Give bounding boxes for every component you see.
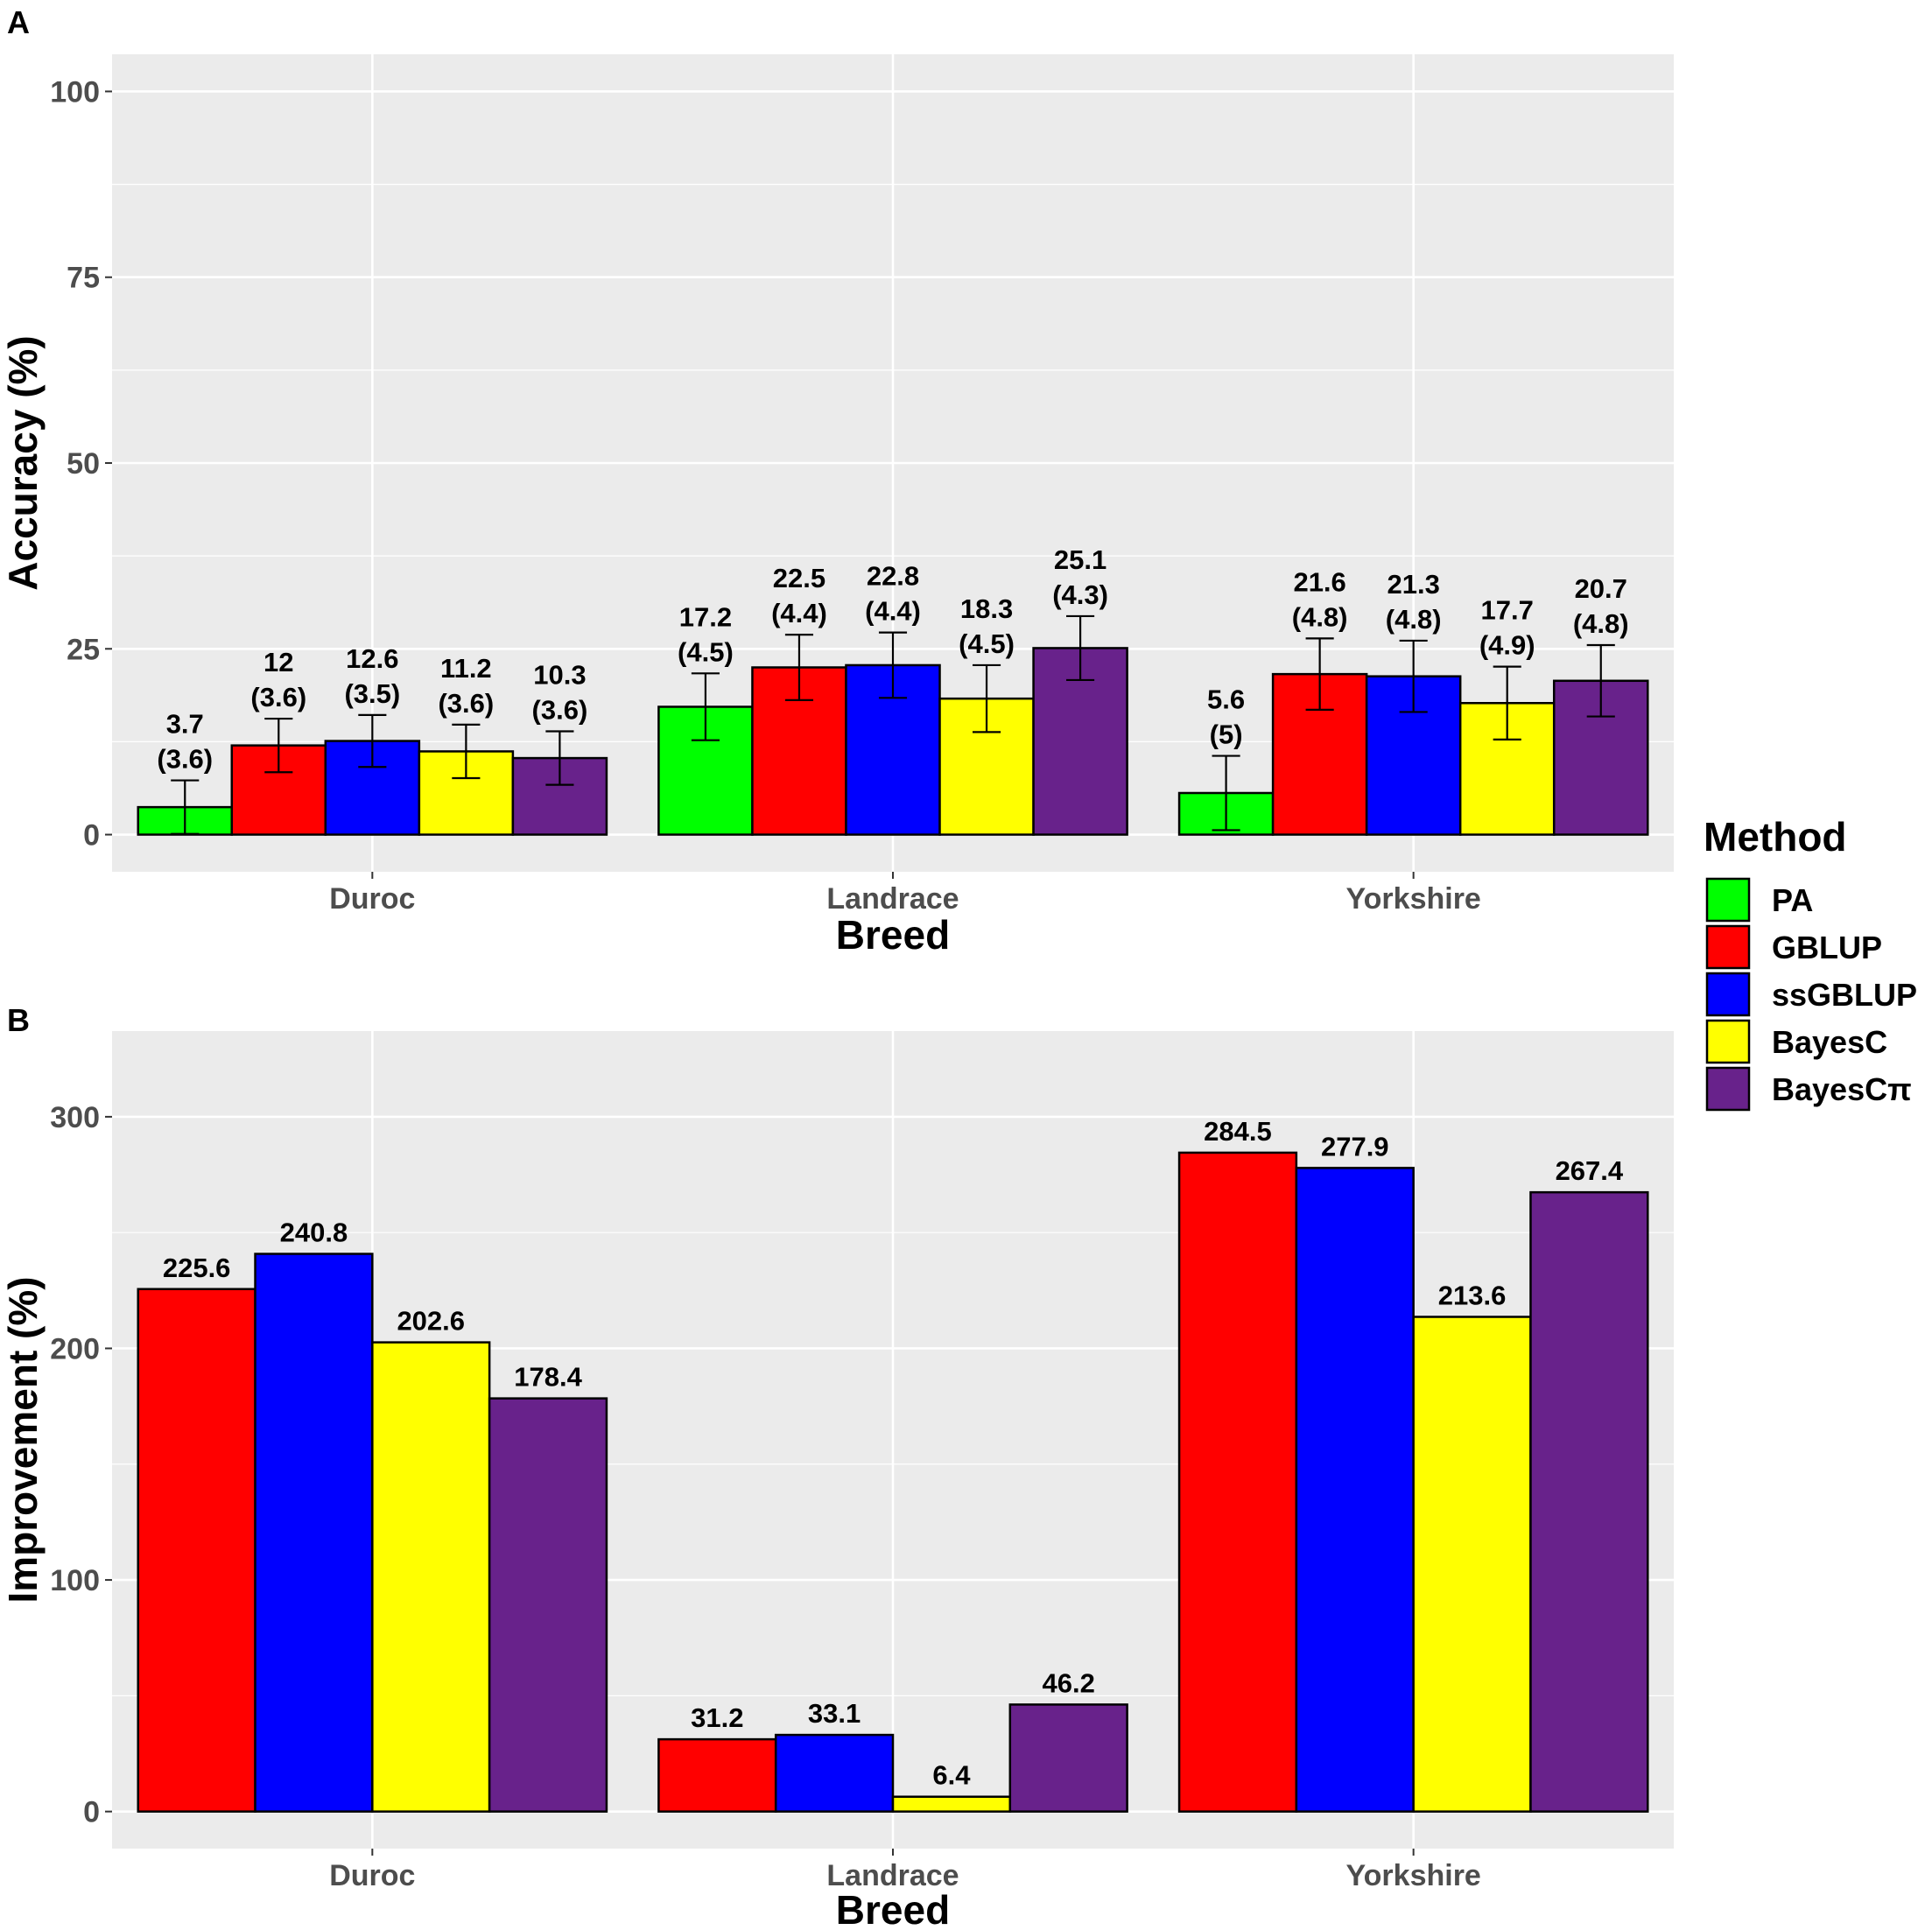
y-tick-label: 200: [50, 1332, 100, 1365]
panel-a-letter: A: [7, 4, 30, 40]
bar-value-label: 213.6: [1438, 1281, 1507, 1311]
legend-label: GBLUP: [1772, 930, 1882, 965]
bar-value-label: (4.9): [1479, 630, 1535, 661]
y-tick-label: 100: [50, 1564, 100, 1597]
bar: [488, 1397, 608, 1813]
bar-value-label: (4.4): [771, 598, 827, 628]
bar-value-label: 22.8: [867, 561, 919, 592]
bar-value-label: 6.4: [932, 1760, 971, 1791]
bar-value-label: 12: [263, 647, 293, 677]
legend-label: ssGBLUP: [1772, 977, 1917, 1013]
bar-value-label: 277.9: [1321, 1131, 1389, 1162]
bar-value-label: 21.3: [1387, 569, 1439, 600]
legend-items: PA GBLUP ssGBLUP BayesC BayesCπ: [1705, 877, 1917, 1112]
panel-a-accuracy-chart: A 3.7 (3.6) 12 (3.6) 12.6 (3.5) 11.2 (3.6) 10.3 (…: [0, 4, 1674, 958]
panel-a-bars: 3.7 (3.6) 12 (3.6) 12.6 (3.5) 11.2 (3.6) 10.3 (3.…: [137, 544, 1649, 836]
bar-value-label: (4.8): [1292, 601, 1348, 632]
x-tick-label: Landrace: [826, 1859, 959, 1892]
panel-a-x-axis: Duroc Landrace Yorkshire: [329, 872, 1481, 916]
bar-value-label: 202.6: [397, 1306, 465, 1337]
panel-a-y-axis: 0 25 50 75 100: [50, 75, 112, 853]
y-tick-label: 75: [67, 262, 100, 295]
y-tick-label: 25: [67, 633, 100, 666]
bar-value-label: 22.5: [773, 563, 825, 593]
bar-value-label: (4.4): [865, 596, 921, 627]
bar-value-label: 267.4: [1556, 1155, 1624, 1186]
bar: [657, 1737, 777, 1813]
bar-value-label: 17.7: [1481, 595, 1534, 626]
bar-value-label: (5): [1210, 719, 1243, 750]
bar-value-label: 225.6: [163, 1253, 231, 1283]
panel-b-y-axis: 0 100 200 300: [50, 1101, 112, 1829]
bar-value-label: 33.1: [808, 1698, 861, 1729]
x-tick-label: Duroc: [329, 1859, 415, 1892]
panel-b-x-axis-title: Breed: [836, 1887, 950, 1930]
bar: [254, 1253, 374, 1813]
y-tick-label: 0: [83, 819, 100, 853]
panel-b-letter: B: [7, 1002, 30, 1038]
panel-b-bars: 225.6 240.8 202.6 178.4 31.2 33.1 6.4 46.2 284.5…: [137, 1116, 1649, 1813]
y-tick-label: 50: [67, 447, 100, 481]
bar-value-label: (3.6): [438, 688, 494, 719]
bar: [1008, 1703, 1128, 1813]
legend-key: [1705, 1019, 1751, 1064]
bar-value-label: (4.8): [1386, 604, 1442, 635]
bar-value-label: (3.6): [532, 695, 588, 726]
bar-value-label: (4.5): [959, 628, 1015, 659]
bar-value-label: 240.8: [280, 1218, 348, 1248]
y-tick-label: 0: [83, 1796, 100, 1829]
legend-label: PA: [1772, 882, 1813, 918]
panel-b-y-axis-title: Improvement (%): [0, 1276, 46, 1603]
legend: Method PA GBLUP ssGBLUP BayesC BayesCπ: [1704, 814, 1917, 1112]
bar-value-label: (3.6): [250, 682, 306, 712]
bar-value-label: 10.3: [533, 660, 586, 691]
bar-value-label: 12.6: [346, 643, 398, 674]
bar-value-label: 18.3: [960, 593, 1013, 624]
bar-value-label: (4.5): [678, 636, 734, 667]
bar: [774, 1733, 895, 1813]
bar-value-label: 21.6: [1293, 566, 1345, 597]
bar: [1295, 1167, 1415, 1813]
bar-value-label: 20.7: [1575, 573, 1627, 604]
bar: [1529, 1190, 1649, 1813]
bar-value-label: 284.5: [1204, 1116, 1272, 1147]
bar-value-label: 25.1: [1054, 544, 1107, 575]
bar-value-label: 31.2: [691, 1702, 743, 1733]
legend-key: [1705, 972, 1751, 1017]
legend-label: BayesC: [1772, 1024, 1887, 1060]
bar: [371, 1341, 491, 1813]
bar-value-label: 46.2: [1043, 1667, 1095, 1698]
x-tick-label: Yorkshire: [1346, 882, 1481, 916]
panel-b-x-axis: Duroc Landrace Yorkshire: [329, 1849, 1481, 1892]
y-tick-label: 100: [50, 75, 100, 109]
bar-value-label: 11.2: [440, 653, 492, 684]
bar-value-label: (4.8): [1573, 608, 1629, 639]
legend-key: [1705, 924, 1751, 970]
bar-value-label: 3.7: [166, 709, 204, 740]
legend-key: [1705, 1066, 1751, 1112]
panel-b-improvement-chart: B 225.6 240.8 202.6 178.4 31.2 33.1 6.4 46.2 284…: [0, 1002, 1674, 1930]
legend-title: Method: [1704, 814, 1847, 860]
bar-value-label: 5.6: [1207, 684, 1245, 715]
panel-a-y-axis-title: Accuracy (%): [0, 335, 46, 590]
x-tick-label: Yorkshire: [1346, 1859, 1481, 1892]
bar: [137, 1288, 256, 1813]
bar: [1412, 1316, 1532, 1813]
bar-value-label: 17.2: [679, 601, 732, 632]
bar-value-label: (4.3): [1052, 579, 1108, 610]
bar-value-label: (3.6): [157, 744, 213, 775]
bar-value-label: 178.4: [514, 1362, 582, 1393]
x-tick-label: Duroc: [329, 882, 415, 916]
legend-label: BayesCπ: [1772, 1071, 1912, 1107]
panel-a-x-axis-title: Breed: [836, 912, 950, 958]
y-tick-label: 300: [50, 1101, 100, 1134]
bar: [891, 1795, 1012, 1813]
bar: [1177, 1151, 1298, 1813]
x-tick-label: Landrace: [826, 882, 959, 916]
legend-key: [1705, 877, 1751, 923]
bar-value-label: (3.5): [344, 678, 400, 709]
